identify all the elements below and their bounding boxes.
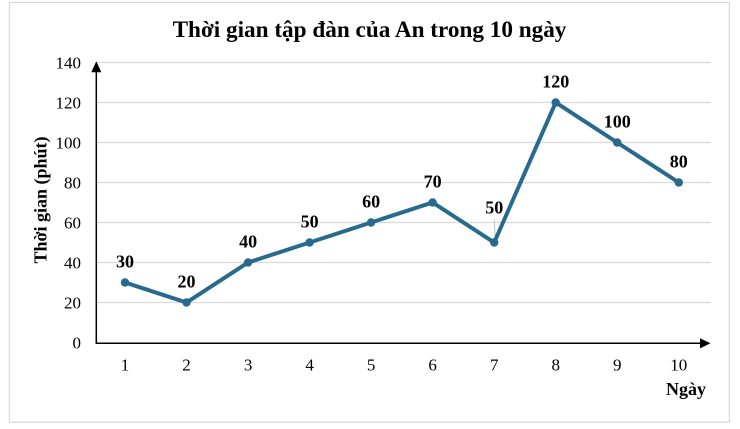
svg-text:100: 100 bbox=[56, 133, 82, 152]
svg-text:8: 8 bbox=[551, 356, 560, 375]
svg-text:9: 9 bbox=[613, 356, 622, 375]
svg-text:100: 100 bbox=[604, 111, 631, 131]
svg-text:10: 10 bbox=[670, 356, 687, 375]
svg-text:6: 6 bbox=[428, 356, 437, 375]
svg-text:40: 40 bbox=[239, 231, 257, 251]
svg-text:2: 2 bbox=[182, 356, 191, 375]
svg-text:60: 60 bbox=[362, 191, 380, 211]
svg-text:5: 5 bbox=[367, 356, 376, 375]
svg-text:1: 1 bbox=[121, 356, 130, 375]
svg-text:4: 4 bbox=[305, 356, 314, 375]
svg-text:80: 80 bbox=[670, 151, 688, 171]
svg-text:3: 3 bbox=[244, 356, 253, 375]
svg-text:140: 140 bbox=[56, 53, 82, 72]
svg-text:40: 40 bbox=[64, 253, 81, 272]
svg-text:20: 20 bbox=[64, 293, 81, 312]
svg-text:120: 120 bbox=[56, 93, 82, 112]
svg-text:50: 50 bbox=[301, 211, 319, 231]
svg-text:30: 30 bbox=[116, 251, 134, 271]
svg-text:60: 60 bbox=[64, 213, 81, 232]
svg-text:Thời gian tập đàn của An trong: Thời gian tập đàn của An trong 10 ngày bbox=[173, 17, 567, 43]
svg-text:Thời gian (phút): Thời gian (phút) bbox=[31, 136, 52, 263]
svg-text:50: 50 bbox=[485, 198, 503, 218]
svg-text:Ngày: Ngày bbox=[666, 379, 706, 399]
svg-text:0: 0 bbox=[73, 333, 82, 352]
svg-text:80: 80 bbox=[64, 173, 81, 192]
svg-text:7: 7 bbox=[490, 356, 499, 375]
svg-text:120: 120 bbox=[542, 71, 569, 91]
svg-text:20: 20 bbox=[178, 271, 196, 291]
svg-text:70: 70 bbox=[424, 171, 442, 191]
